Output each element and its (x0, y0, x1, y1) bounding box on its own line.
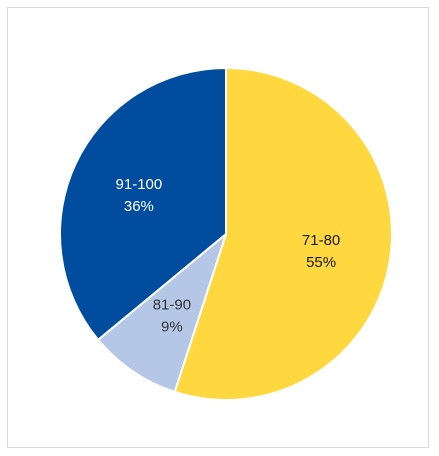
slice-value-label: 55% (306, 254, 336, 271)
pie-slice-71-80 (173, 67, 393, 401)
slice-value-label: 9% (161, 319, 183, 336)
slice-category-label: 91-100 (116, 176, 163, 193)
pie-slices (59, 67, 393, 401)
slice-category-label: 71-80 (302, 232, 340, 249)
pie-slice-81-90 (97, 233, 227, 393)
pie-slice-91-100 (59, 67, 227, 341)
slice-category-label: 81-90 (153, 297, 191, 314)
slice-value-label: 36% (124, 198, 154, 215)
pie-labels: 71-80 55% 81-90 9% 91-100 36% (116, 176, 341, 336)
